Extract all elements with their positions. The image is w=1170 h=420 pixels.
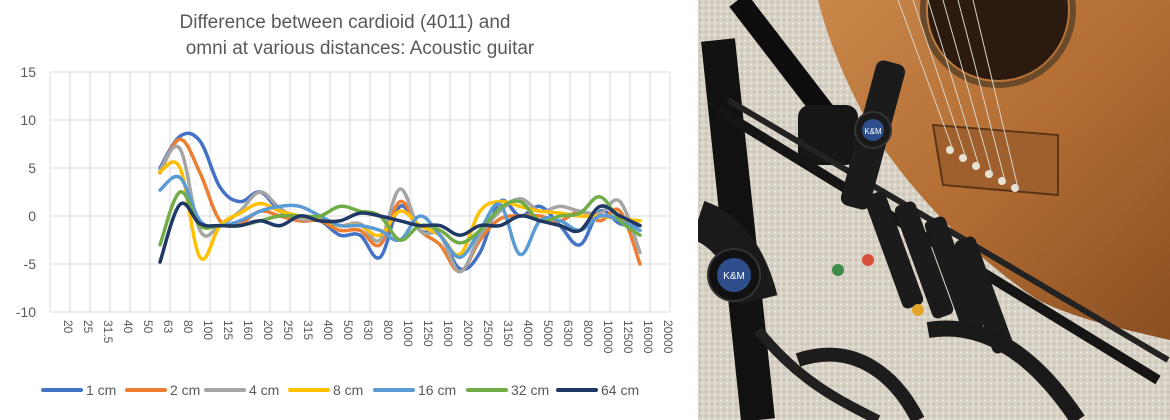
y-tick-label: 15 bbox=[20, 64, 36, 80]
series-lines bbox=[158, 131, 642, 274]
legend-label-16-cm: 16 cm bbox=[418, 382, 456, 398]
legend-label-4-cm: 4 cm bbox=[249, 382, 279, 398]
series-line-4-cm bbox=[158, 144, 642, 274]
x-tick-label: 250 bbox=[281, 320, 295, 340]
x-tick-label: 8000 bbox=[581, 320, 595, 347]
legend-label-64-cm: 64 cm bbox=[601, 382, 639, 398]
legend: 1 cm 2 cm 4 cm 8 cm 16 cm 32 cm 64 cm bbox=[41, 382, 639, 398]
y-tick-label: -5 bbox=[24, 256, 37, 272]
grid-lines bbox=[49, 71, 671, 313]
x-tick-label: 160 bbox=[241, 320, 255, 340]
x-tick-label: 2000 bbox=[461, 320, 475, 347]
photo-badge-text-bottom: K&M bbox=[723, 271, 745, 282]
x-tick-label: 2500 bbox=[481, 320, 495, 347]
photo-badge-text-top: K&M bbox=[864, 127, 882, 136]
x-tick-label: 31.5 bbox=[101, 320, 115, 344]
chart-panel: Difference between cardioid (4011) and o… bbox=[15, 12, 675, 398]
chart-title-line2: omni at various distances: Acoustic guit… bbox=[186, 38, 535, 59]
legend-label-1-cm: 1 cm bbox=[86, 382, 116, 398]
x-tick-label: 25 bbox=[81, 320, 95, 334]
x-tick-label: 6300 bbox=[561, 320, 575, 347]
y-tick-label: 10 bbox=[20, 112, 36, 128]
x-tick-label: 80 bbox=[181, 320, 195, 334]
y-tick-label: 5 bbox=[28, 160, 36, 176]
legend-label-32-cm: 32 cm bbox=[511, 382, 549, 398]
x-tick-label: 200 bbox=[261, 320, 275, 340]
x-tick-label: 125 bbox=[221, 320, 235, 340]
x-tick-label: 500 bbox=[341, 320, 355, 340]
x-tick-label: 1000 bbox=[401, 320, 415, 347]
x-tick-label: 1600 bbox=[441, 320, 455, 347]
x-tick-label: 3150 bbox=[501, 320, 515, 347]
x-tick-label: 20 bbox=[61, 320, 75, 334]
x-tick-label: 50 bbox=[141, 320, 155, 334]
x-tick-label: 630 bbox=[361, 320, 375, 340]
x-tick-label: 5000 bbox=[541, 320, 555, 347]
legend-label-8-cm: 8 cm bbox=[333, 382, 363, 398]
x-tick-label: 1250 bbox=[421, 320, 435, 347]
x-tick-label: 315 bbox=[301, 320, 315, 340]
legend-label-2-cm: 2 cm bbox=[170, 382, 200, 398]
series-line-64-cm bbox=[158, 201, 642, 264]
x-tick-label: 63 bbox=[161, 320, 175, 334]
series-line-8-cm bbox=[158, 160, 642, 261]
microphones-guitar-photo-icon: K&M K&M bbox=[698, 0, 1170, 420]
x-tick-label: 40 bbox=[121, 320, 135, 334]
x-tick-label: 4000 bbox=[521, 320, 535, 347]
x-tick-label: 800 bbox=[381, 320, 395, 340]
y-tick-label: -10 bbox=[16, 304, 36, 320]
x-tick-label: 400 bbox=[321, 320, 335, 340]
x-tick-label: 20000 bbox=[661, 320, 675, 354]
x-tick-label: 12500 bbox=[621, 320, 635, 354]
x-axis-ticks: 20 25 31.5 40 50 63 80 100 125 160 200 250 315 400 500… bbox=[61, 320, 675, 354]
x-tick-label: 100 bbox=[201, 320, 215, 340]
y-tick-label: 0 bbox=[28, 208, 36, 224]
guitar-microphone-photo: K&M K&M bbox=[698, 0, 1170, 420]
chart-title-line1: Difference between cardioid (4011) and bbox=[180, 12, 511, 33]
x-tick-label: 10000 bbox=[601, 320, 615, 354]
y-axis-ticks: -10 -5 0 5 10 15 bbox=[16, 64, 36, 320]
x-tick-label: 16000 bbox=[641, 320, 655, 354]
line-chart: Difference between cardioid (4011) and o… bbox=[16, 12, 675, 398]
